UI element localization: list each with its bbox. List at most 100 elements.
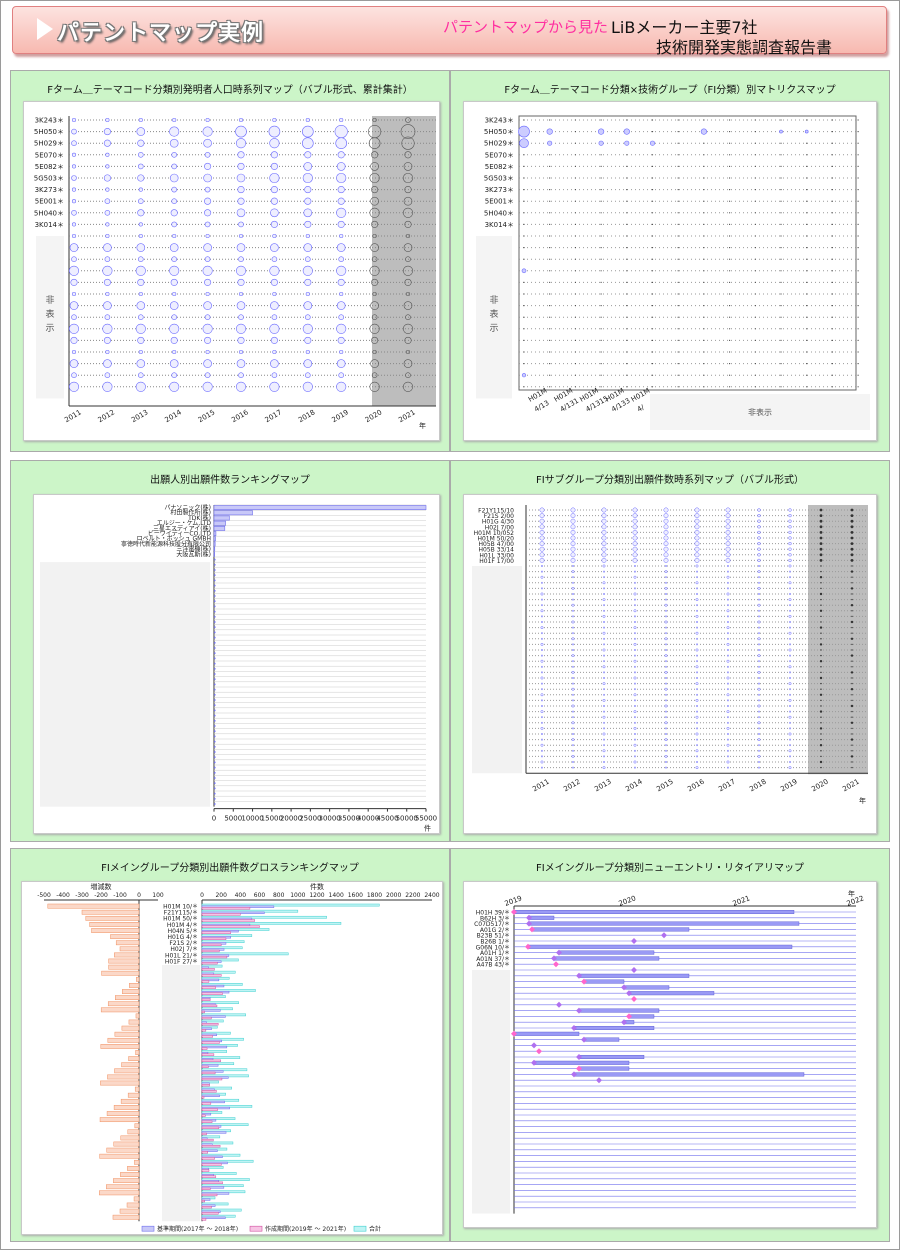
bubble	[695, 665, 699, 669]
bubble	[574, 281, 576, 283]
bubble	[820, 682, 822, 685]
bubble	[102, 265, 113, 276]
created-bar	[201, 1157, 215, 1160]
bubble	[789, 570, 791, 573]
bubble	[600, 328, 602, 330]
bubble	[370, 196, 379, 206]
bubble	[634, 587, 636, 590]
bubble	[574, 131, 576, 133]
bubble	[851, 744, 853, 746]
entry-marker	[525, 943, 531, 950]
y-tick-label: F21S 2/＊	[169, 940, 198, 947]
bubble	[574, 212, 576, 214]
bubble	[632, 518, 638, 524]
bubble	[541, 654, 543, 657]
bubble	[305, 349, 310, 355]
bubble	[403, 301, 413, 310]
bubble	[105, 349, 110, 355]
bubble	[726, 743, 730, 747]
right-tick-label: 1400	[329, 892, 344, 899]
bubble	[570, 513, 576, 519]
bubble	[205, 117, 210, 123]
bubble	[857, 293, 859, 295]
delta-bar	[133, 1196, 140, 1202]
bubble	[677, 154, 679, 156]
bubble	[549, 154, 551, 156]
bubble	[857, 305, 859, 307]
created-bar	[201, 1108, 218, 1111]
bubble	[203, 138, 212, 148]
bubble	[305, 291, 310, 297]
bubble	[236, 359, 246, 368]
delta-bar	[110, 934, 140, 940]
bubble	[696, 744, 698, 747]
bubble	[369, 207, 380, 218]
bubble	[819, 559, 823, 562]
bubble	[549, 177, 551, 179]
created-bar	[201, 1169, 210, 1172]
entry-marker	[576, 1054, 582, 1060]
bubble	[819, 727, 823, 730]
bubble	[626, 212, 628, 214]
bubble	[757, 508, 761, 512]
bubble	[726, 592, 730, 596]
total-bar	[201, 1208, 242, 1212]
bar	[213, 536, 216, 542]
bubble	[789, 755, 791, 758]
bubble	[857, 270, 859, 272]
bubble	[204, 336, 212, 344]
bubble	[820, 570, 822, 573]
bubble	[103, 301, 112, 310]
bubble	[850, 508, 854, 512]
bubble	[171, 256, 177, 262]
bubble	[851, 733, 853, 735]
bubble	[171, 151, 177, 158]
bubble	[202, 381, 213, 392]
bubble	[850, 514, 854, 517]
bubble	[71, 222, 77, 227]
x-tick-label: 45000	[376, 815, 398, 823]
bubble	[549, 328, 551, 330]
x-tick-label: 20000	[280, 815, 302, 823]
bubble	[238, 233, 244, 239]
created-bar	[201, 1218, 207, 1221]
bubble	[235, 265, 247, 276]
bubble	[850, 531, 854, 534]
bubble	[237, 151, 245, 159]
bubble	[626, 305, 628, 307]
bar	[213, 520, 226, 526]
bubble	[729, 154, 731, 156]
bubble	[850, 704, 854, 708]
bubble	[138, 349, 143, 355]
bubble	[632, 557, 638, 563]
bubble	[806, 223, 808, 225]
hidden-label: 表	[489, 308, 498, 320]
x-tick-label: 50000	[396, 815, 418, 823]
bubble	[303, 359, 313, 368]
total-bar	[201, 1068, 248, 1072]
bubble	[729, 363, 731, 365]
bubble	[789, 721, 791, 724]
bubble	[600, 258, 602, 260]
bubble	[664, 721, 668, 725]
bubble	[850, 671, 854, 674]
bubble	[540, 642, 544, 646]
delta-bar	[119, 946, 140, 952]
bubble	[138, 314, 144, 320]
bubble	[857, 281, 859, 283]
bubble	[696, 688, 698, 691]
bubble	[729, 223, 731, 225]
bubble	[819, 542, 823, 545]
hidden-area	[472, 566, 522, 774]
bubble	[633, 726, 637, 730]
hidden-label: 示	[489, 324, 498, 334]
base-bar	[201, 978, 220, 982]
bubble	[541, 738, 543, 741]
bubble	[304, 197, 312, 205]
bubble	[677, 223, 679, 225]
bubble	[572, 576, 574, 579]
bubble	[851, 593, 853, 595]
bubble	[729, 328, 731, 330]
bubble	[539, 524, 545, 530]
y-tick-label: B62H 3/＊	[480, 915, 510, 922]
